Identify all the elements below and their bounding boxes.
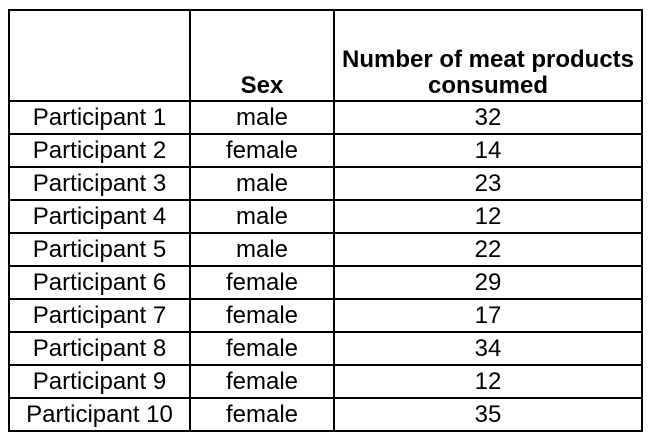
table-row: Participant 10 female 35 [8,397,643,432]
header-row: Sex Number of meat products consumed [8,9,643,102]
participant-cell: Participant 9 [8,364,191,399]
table-row: Participant 4 male 12 [8,199,643,234]
participant-cell: Participant 7 [8,298,191,333]
count-cell: 12 [333,199,643,234]
sex-cell: male [189,100,335,135]
table-row: Participant 1 male 32 [8,100,643,135]
count-cell: 17 [333,298,643,333]
header-cell-sex: Sex [189,9,335,102]
sex-cell: male [189,199,335,234]
table-row: Participant 6 female 29 [8,265,643,300]
sex-cell: female [189,364,335,399]
count-cell: 35 [333,397,643,432]
participant-cell: Participant 5 [8,232,191,267]
count-cell: 22 [333,232,643,267]
table-row: Participant 7 female 17 [8,298,643,333]
header-cell-empty [8,9,191,102]
sex-cell: male [189,232,335,267]
table-row: Participant 2 female 14 [8,133,643,168]
count-cell: 23 [333,166,643,201]
sex-cell: female [189,298,335,333]
sex-cell: female [189,265,335,300]
participant-cell: Participant 1 [8,100,191,135]
count-cell: 14 [333,133,643,168]
header-cell-meat-count: Number of meat products consumed [333,9,643,102]
participant-cell: Participant 8 [8,331,191,366]
table-row: Participant 8 female 34 [8,331,643,366]
participant-cell: Participant 4 [8,199,191,234]
count-cell: 34 [333,331,643,366]
sex-cell: female [189,397,335,432]
count-cell: 12 [333,364,643,399]
sex-cell: male [189,166,335,201]
table-row: Participant 5 male 22 [8,232,643,267]
table-row: Participant 3 male 23 [8,166,643,201]
participant-cell: Participant 2 [8,133,191,168]
count-cell: 29 [333,265,643,300]
sex-cell: female [189,133,335,168]
participant-cell: Participant 10 [8,397,191,432]
participant-cell: Participant 6 [8,265,191,300]
sex-cell: female [189,331,335,366]
participant-cell: Participant 3 [8,166,191,201]
count-cell: 32 [333,100,643,135]
data-table: Sex Number of meat products consumed Par… [8,9,643,432]
table-row: Participant 9 female 12 [8,364,643,399]
